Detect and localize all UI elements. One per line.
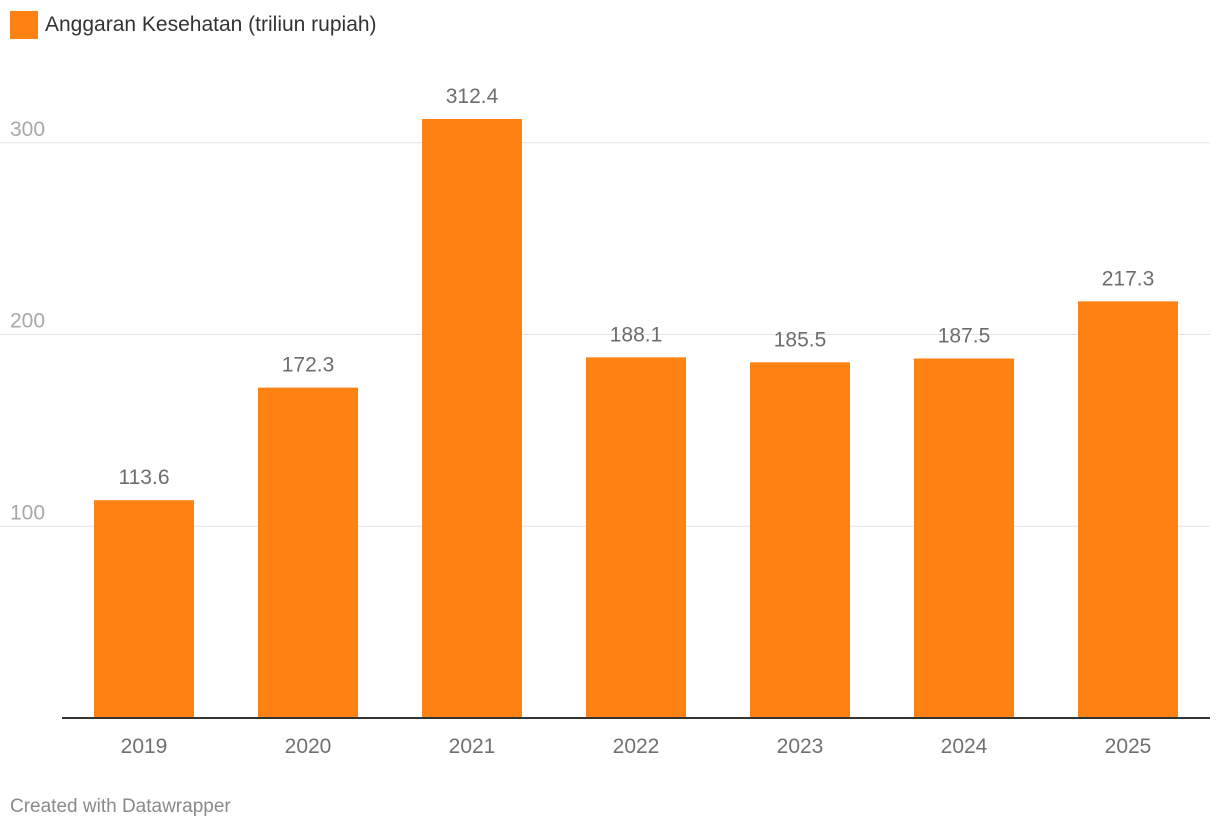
legend: Anggaran Kesehatan (triliun rupiah) xyxy=(10,10,377,40)
value-label-2023: 185.5 xyxy=(774,328,827,351)
value-label-2022: 188.1 xyxy=(610,323,663,346)
y-tick-label: 200 xyxy=(10,310,45,333)
bar-2023 xyxy=(750,362,850,718)
x-tick-label-2023: 2023 xyxy=(777,735,824,758)
value-labels: 113.6 172.3 312.4 188.1 185.5 187.5 217.3 xyxy=(119,85,1155,489)
legend-label: Anggaran Kesehatan (triliun rupiah) xyxy=(45,13,377,36)
value-label-2019: 113.6 xyxy=(119,466,170,489)
bar-2021 xyxy=(422,119,522,718)
footer-credit: Created with Datawrapper xyxy=(10,796,231,817)
bar-2024 xyxy=(914,358,1014,718)
value-label-2021: 312.4 xyxy=(446,85,499,108)
value-label-2024: 187.5 xyxy=(938,324,991,347)
y-axis-ticks: 100 200 300 xyxy=(10,118,45,524)
bar-2022 xyxy=(586,357,686,718)
bar-chart: 100 200 300 113.6 172.3 312.4 188.1 185.5 187.5… xyxy=(0,85,1210,758)
x-tick-label-2021: 2021 xyxy=(449,735,496,758)
legend-swatch xyxy=(10,11,38,39)
x-tick-label-2025: 2025 xyxy=(1105,735,1152,758)
x-tick-label-2024: 2024 xyxy=(941,735,988,758)
x-tick-label-2022: 2022 xyxy=(613,735,660,758)
bar-2020 xyxy=(258,387,358,718)
value-label-2025: 217.3 xyxy=(1102,267,1155,290)
y-tick-label: 300 xyxy=(10,118,45,141)
y-tick-label: 100 xyxy=(10,501,45,524)
bars xyxy=(94,119,1178,718)
x-axis-ticks: 2019 2020 2021 2022 2023 2024 2025 xyxy=(121,735,1152,758)
x-tick-label-2019: 2019 xyxy=(121,735,168,758)
value-label-2020: 172.3 xyxy=(282,354,335,377)
bar-2019 xyxy=(94,500,194,718)
bar-2025 xyxy=(1078,301,1178,718)
x-tick-label-2020: 2020 xyxy=(285,735,332,758)
